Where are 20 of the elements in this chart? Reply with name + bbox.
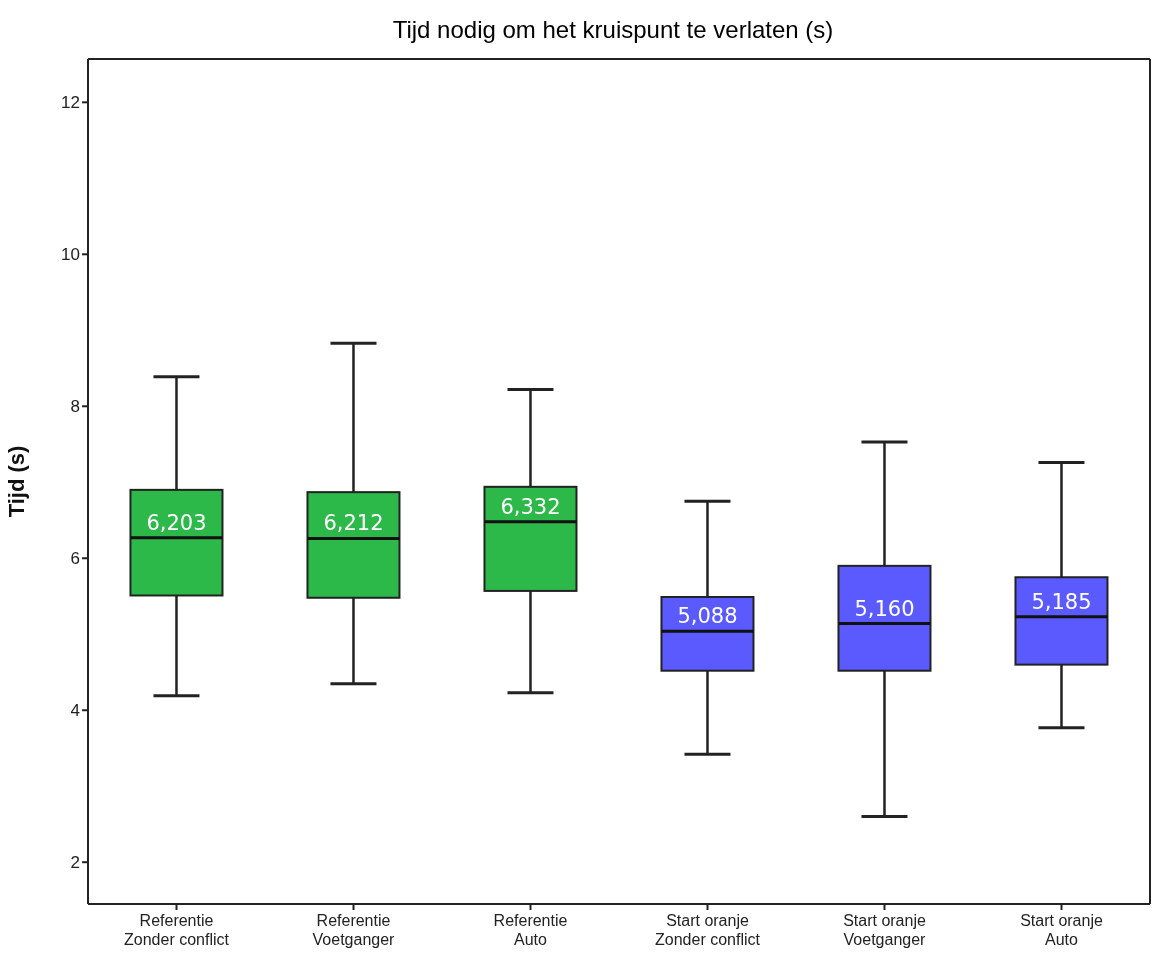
annotation: 5,185	[1031, 589, 1092, 614]
y-tick-label: 10	[61, 245, 80, 265]
x-tick-label: Start oranje Voetganger	[843, 912, 927, 948]
x-tick-label: Referentie Auto	[493, 912, 568, 948]
x-tick-label: Start oranje Auto	[1020, 912, 1103, 948]
y-tick-label: 6	[70, 549, 80, 569]
y-tick-label: 8	[70, 397, 80, 417]
annotation: 5,088	[677, 604, 738, 629]
annotation: 6,212	[323, 511, 384, 536]
x-tick-label: Referentie Voetganger	[312, 912, 396, 948]
y-tick-label: 12	[61, 93, 80, 113]
x-tick-label: Start oranje Zonder conflict	[655, 912, 761, 948]
chart-title: Tijd nodig om het kruispunt te verlaten (s)	[391, 15, 835, 45]
annotation: 6,203	[146, 510, 207, 535]
annotation: 5,160	[854, 596, 915, 621]
x-tick-label: Referentie Zonder conflict	[124, 912, 230, 948]
y-tick-label: 2	[70, 853, 80, 873]
y-tick-label: 4	[70, 701, 80, 721]
annotation: 6,332	[500, 494, 561, 519]
y-axis-title: Tijd (s)	[3, 445, 29, 518]
